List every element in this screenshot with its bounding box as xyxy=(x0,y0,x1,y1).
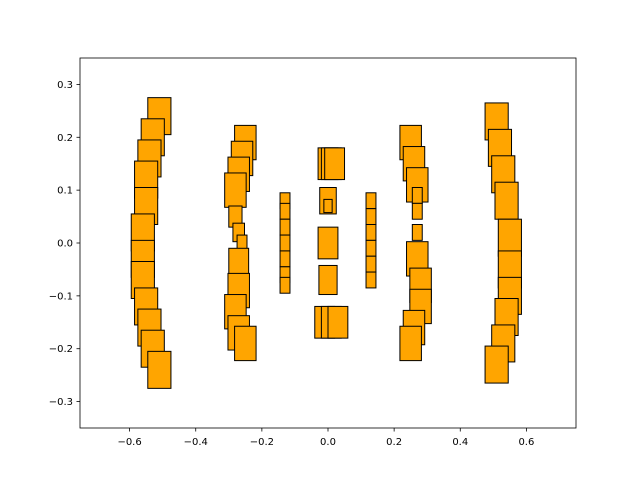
x-tick-label: −0.6 xyxy=(117,437,141,448)
square-marker-61 xyxy=(494,181,519,220)
square-marker-11 xyxy=(147,350,172,389)
x-tick-label: 0.2 xyxy=(386,437,402,448)
x-tick-label: −0.2 xyxy=(250,437,274,448)
y-tick-label: 0.1 xyxy=(57,186,73,197)
y-axis: −0.3 −0.2 −0.1 0.0 0.1 0.2 0.3 xyxy=(49,80,80,408)
y-tick-label: −0.3 xyxy=(49,397,73,408)
square-marker-37 xyxy=(318,264,338,296)
square-marker-52 xyxy=(411,224,423,241)
square-marker-51 xyxy=(411,202,423,220)
square-marker-46 xyxy=(365,271,377,289)
y-tick-label: 0.2 xyxy=(57,133,73,144)
square-marker-57 xyxy=(399,325,422,362)
square-marker-43 xyxy=(365,224,377,241)
square-marker-45 xyxy=(365,255,377,273)
square-marker-36 xyxy=(317,226,339,260)
square-marker-28 xyxy=(279,250,291,268)
square-marker-27 xyxy=(279,234,291,252)
square-marker-25 xyxy=(279,202,291,220)
square-marker-23 xyxy=(234,325,257,362)
square-marker-67 xyxy=(484,345,509,384)
y-tick-label: −0.2 xyxy=(49,344,73,355)
y-tick-label: 0.3 xyxy=(57,80,73,91)
square-marker-44 xyxy=(365,239,377,257)
square-marker-42 xyxy=(365,208,377,225)
x-tick-label: −0.4 xyxy=(184,437,208,448)
square-marker-50 xyxy=(411,187,423,204)
y-tick-label: −0.1 xyxy=(49,291,73,302)
square-marker-33 xyxy=(324,147,346,181)
square-marker-35 xyxy=(323,198,333,214)
x-tick-label: 0.6 xyxy=(518,437,534,448)
marker-layer xyxy=(130,97,522,389)
x-axis: −0.6 −0.4 −0.2 0.0 0.2 0.4 0.6 xyxy=(117,428,534,448)
y-tick-label: 0.0 xyxy=(57,239,73,250)
square-marker-26 xyxy=(279,218,291,236)
square-marker-30 xyxy=(279,276,291,294)
square-marker-40 xyxy=(327,305,349,339)
square-marker-41 xyxy=(365,192,377,210)
x-tick-label: 0.4 xyxy=(452,437,468,448)
square-marker-15 xyxy=(224,172,247,208)
x-tick-label: 0.0 xyxy=(320,437,336,448)
